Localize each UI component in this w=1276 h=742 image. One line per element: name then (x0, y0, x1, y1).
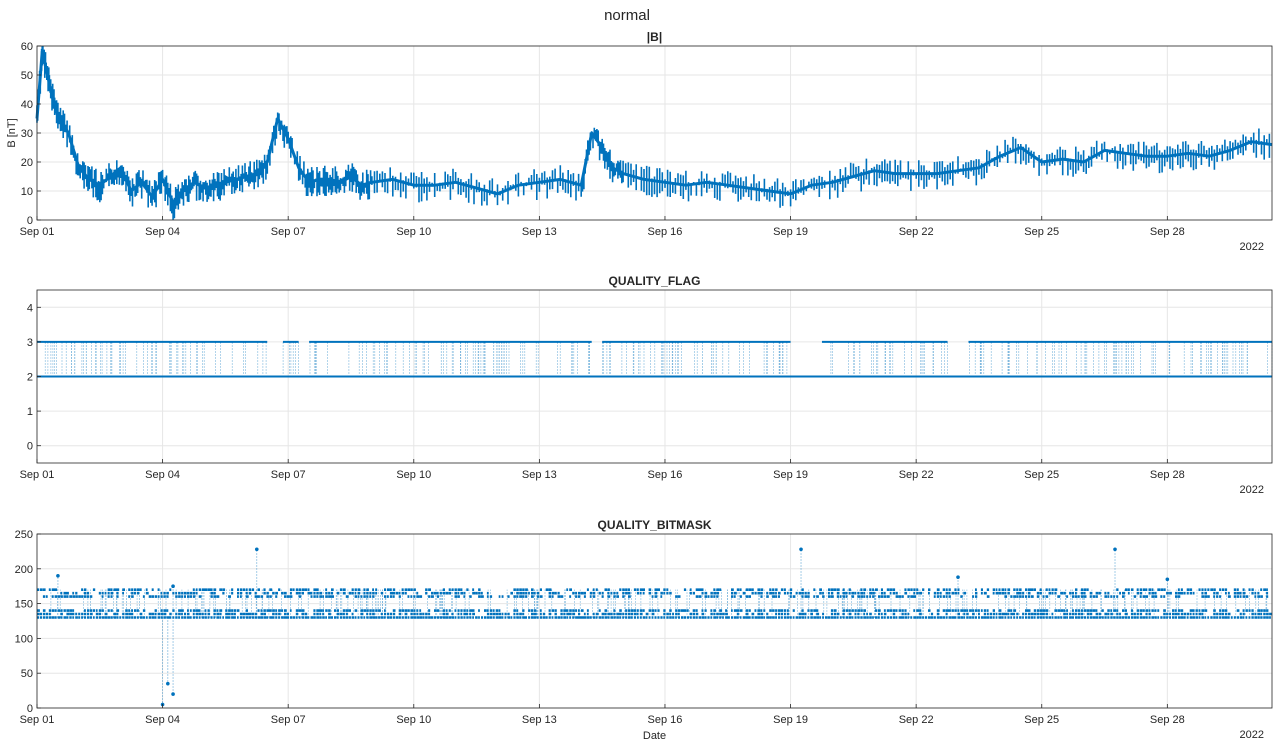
y-tick-label: 40 (21, 99, 33, 111)
flag-transitions (309, 341, 590, 377)
y-axis-label-b: B [nT] (6, 118, 18, 147)
quality-flag-series (37, 340, 1273, 378)
flag-transitions (44, 341, 267, 377)
x-tick-label: Sep 04 (145, 226, 180, 238)
figure-title: normal (604, 7, 650, 24)
x-tick-label: Sep 25 (1024, 469, 1059, 481)
y-tick-label: 10 (21, 186, 33, 198)
bitmask-outlier-point (254, 547, 259, 552)
x-tick-label: Sep 13 (522, 469, 557, 481)
x-tick-label: Sep 16 (648, 714, 683, 726)
x-axis-label-date: Date (643, 730, 666, 742)
panel-quality-bitmask: Sep 01 Sep 04 Sep 07 Sep 10 Sep 13 Sep 16 Sep … (15, 518, 1273, 742)
y-tick-label: 3 (27, 337, 33, 349)
x-tick-label: Sep 22 (899, 714, 934, 726)
x-tick-label: Sep 07 (271, 469, 306, 481)
tick-labels: Sep 01 Sep 04 Sep 07 Sep 10 Sep 13 Sep 16 Sep … (20, 41, 1185, 238)
bitmask-outlier-point (1165, 577, 1170, 582)
axes-frame (36, 533, 1273, 709)
bitmask-outlier-point (56, 573, 60, 578)
x-tick-label: Sep 28 (1150, 714, 1185, 726)
x-tick-label: Sep 10 (396, 469, 431, 481)
y-tick-label: 50 (21, 668, 33, 680)
y-tick-label: 1 (27, 406, 33, 418)
x-tick-label: Sep 04 (145, 714, 180, 726)
panel-title-b: |B| (647, 30, 662, 44)
quality-bitmask-series (37, 547, 1272, 707)
panel-title-quality-bitmask: QUALITY_BITMASK (598, 518, 712, 532)
tick-labels: Sep 01 Sep 04 Sep 07 Sep 10 Sep 13 Sep 16 Sep … (15, 529, 1185, 726)
y-tick-label: 100 (15, 633, 33, 645)
flag-transitions (602, 341, 788, 377)
y-tick-label: 30 (21, 128, 33, 140)
y-tick-label: 50 (21, 70, 33, 82)
x-tick-label: Sep 07 (271, 226, 306, 238)
y-tick-label: 4 (27, 302, 33, 314)
year-label-quality-flag: 2022 (1240, 484, 1264, 496)
y-tick-label: 0 (27, 441, 33, 453)
x-tick-label: Sep 25 (1024, 226, 1059, 238)
x-tick-label: Sep 25 (1024, 714, 1059, 726)
y-tick-label: 250 (15, 529, 33, 541)
x-tick-label: Sep 10 (396, 714, 431, 726)
x-tick-label: Sep 13 (522, 226, 557, 238)
x-tick-label: Sep 04 (145, 469, 180, 481)
bitmask-outlier-point (171, 584, 175, 588)
panel-title-quality-flag: QUALITY_FLAG (609, 274, 701, 288)
x-tick-label: Sep 28 (1150, 469, 1185, 481)
x-tick-label: Sep 22 (899, 226, 934, 238)
flag-transitions (969, 341, 1273, 377)
y-tick-label: 2 (27, 372, 33, 384)
y-tick-label: 200 (15, 564, 33, 576)
bitmask-outlier-point (956, 575, 960, 579)
y-tick-label: 150 (15, 599, 33, 611)
x-tick-label: Sep 19 (773, 714, 808, 726)
x-tick-label: Sep 19 (773, 226, 808, 238)
bitmask-outlier-point (1113, 547, 1117, 552)
x-tick-label: Sep 16 (648, 226, 683, 238)
x-tick-label: Sep 01 (20, 469, 55, 481)
bitmask-outlier-point (171, 692, 175, 696)
tick-labels: Sep 01 Sep 04 Sep 07 Sep 10 Sep 13 Sep 16 Sep … (20, 302, 1185, 481)
panel-quality-flag: Sep 01 Sep 04 Sep 07 Sep 10 Sep 13 Sep 16 Sep … (20, 274, 1273, 496)
year-label-quality-bitmask: 2022 (1240, 729, 1264, 741)
x-tick-label: Sep 13 (522, 714, 557, 726)
x-tick-label: Sep 28 (1150, 226, 1185, 238)
flag-transitions (282, 341, 299, 377)
grid-lines (36, 533, 1272, 709)
bitmask-outlier-point (166, 681, 170, 686)
x-tick-label: Sep 16 (648, 469, 683, 481)
x-tick-label: Sep 22 (899, 469, 934, 481)
bitmask-outlier-point (799, 547, 803, 552)
y-tick-label: 0 (27, 703, 33, 715)
x-tick-label: Sep 01 (20, 226, 55, 238)
y-tick-label: 60 (21, 41, 33, 53)
year-label-b: 2022 (1240, 241, 1264, 253)
panel-b-magnitude: Sep 01 Sep 04 Sep 07 Sep 10 Sep 13 Sep 16 Sep … (6, 30, 1273, 253)
y-tick-label: 0 (27, 215, 33, 227)
y-tick-label: 20 (21, 157, 33, 169)
x-tick-label: Sep 01 (20, 714, 55, 726)
x-tick-label: Sep 07 (271, 714, 306, 726)
x-tick-label: Sep 10 (396, 226, 431, 238)
x-tick-label: Sep 19 (773, 469, 808, 481)
flag-transitions (830, 341, 948, 377)
